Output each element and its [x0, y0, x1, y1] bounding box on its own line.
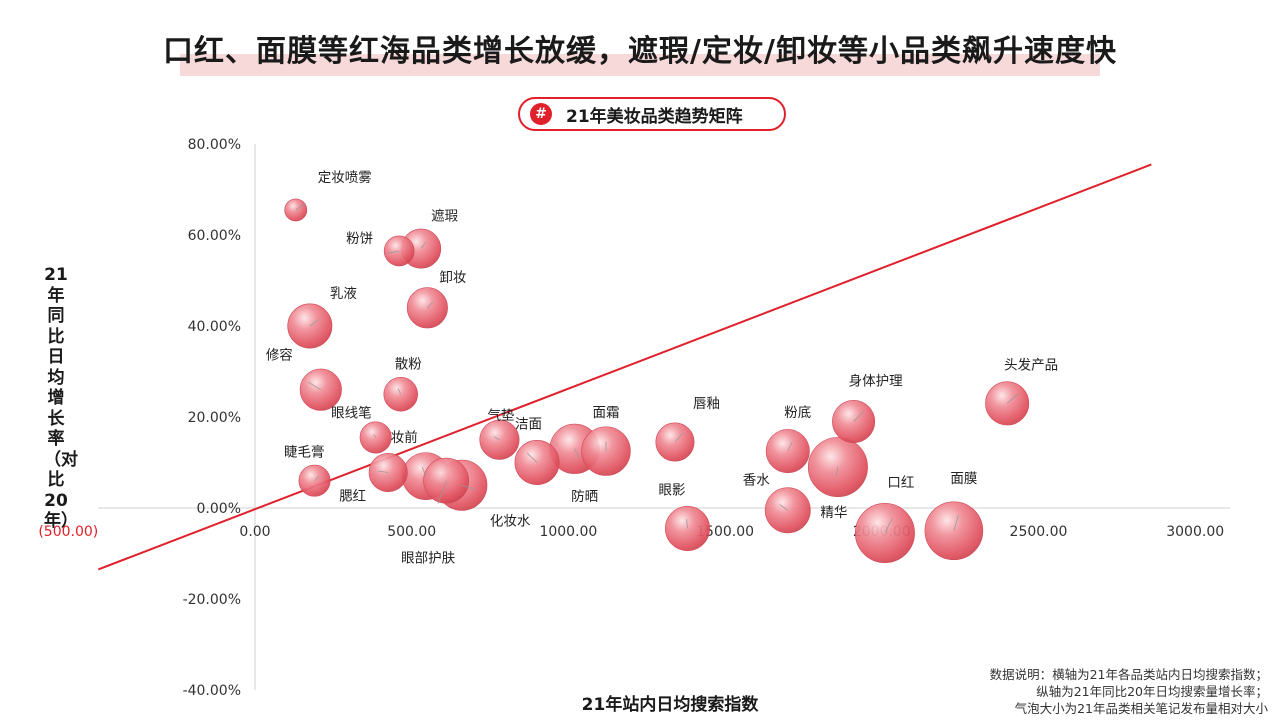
x-axis-label: 21年站内日均搜索指数 [581, 695, 759, 715]
title-highlight [180, 54, 1100, 76]
label-leader [674, 432, 684, 443]
y-tick-label: 80.00% [188, 137, 241, 153]
y-tick-label: 40.00% [188, 319, 241, 335]
bubble-label: 修容 [266, 347, 293, 364]
trend-line [97, 163, 1152, 571]
x-tick-label: 3000.00 [1166, 524, 1224, 540]
label-leader [308, 381, 322, 391]
label-leader [779, 504, 789, 511]
label-leader [787, 441, 793, 452]
label-leader [953, 515, 959, 531]
page-title: 口红、面膜等红海品类增长放缓，遮瑕/定妆/卸妆等小品类飙升速度快 [163, 34, 1117, 69]
hash-icon: # [530, 103, 552, 125]
bubble-label: 防晒 [571, 489, 598, 505]
bubble-label: 头发产品 [1004, 357, 1058, 373]
label-leader [1006, 393, 1019, 404]
bubble-label: 眼部护肤 [401, 551, 455, 567]
label-leader [421, 466, 427, 477]
x-tick-label: 0.00 [239, 524, 270, 540]
bubble-label: 眼线笔 [331, 405, 372, 421]
y-tick-label: 60.00% [188, 228, 241, 244]
label-leader [387, 250, 400, 254]
bubble-label: 妆前 [391, 429, 418, 446]
data-note-line-1: 数据说明：横轴为21年各品类站内日均搜索指数； [989, 667, 1268, 682]
x-tick-label: 1000.00 [539, 524, 597, 540]
label-leader [427, 301, 434, 309]
label-leader [461, 484, 475, 490]
label-leader [378, 470, 389, 473]
chart-badge: # 21年美妆品类趋势矩阵 [518, 97, 786, 131]
bubble [854, 503, 915, 564]
x-tick-label: 2500.00 [1010, 524, 1068, 540]
bubble-label: 口红 [887, 475, 914, 491]
bubble-label: 精华 [820, 505, 847, 521]
bubble [665, 506, 710, 551]
bubble-label: 面膜 [950, 471, 977, 487]
bubble-label: 唇釉 [693, 396, 720, 412]
x-tick-label: (500.00) [38, 524, 98, 540]
label-leader [686, 519, 688, 529]
data-note: 数据说明：横轴为21年各品类站内日均搜索指数； 纵轴为21年同比20年日均搜索量… [990, 666, 1268, 717]
x-tick-label: 1500.00 [696, 524, 754, 540]
bubble [383, 377, 418, 412]
label-leader [373, 434, 377, 438]
bubble-label: 香水 [743, 472, 771, 488]
bubble [514, 440, 560, 485]
label-leader [295, 203, 306, 211]
label-leader [420, 241, 426, 249]
bubble-label: 散粉 [395, 356, 422, 372]
bubble-label: 粉饼 [346, 231, 373, 247]
badge-label: 21年美妆品类趋势矩阵 [566, 106, 743, 127]
bubble-label: 粉底 [784, 405, 811, 421]
label-leader [884, 518, 893, 534]
bubble-label: 眼影 [658, 482, 685, 498]
label-leader [309, 319, 320, 327]
y-tick-label: -20.00% [183, 592, 241, 608]
label-leader [493, 436, 500, 441]
bubble-label: 遮瑕 [431, 209, 458, 225]
bubble-label: 睫毛膏 [284, 444, 325, 461]
y-tick-label: 20.00% [188, 410, 241, 426]
data-note-line-3: 气泡大小为21年品类相关笔记发布量相对大小 [1014, 701, 1268, 716]
label-leader [314, 475, 320, 481]
bubble-label: 乳液 [330, 286, 357, 302]
x-tick-label: 500.00 [387, 524, 436, 540]
bubble-label: 卸妆 [439, 270, 466, 286]
label-leader [526, 452, 538, 463]
label-leader [397, 388, 402, 395]
label-leader [853, 411, 864, 422]
bubble-label: 化妆水 [490, 513, 531, 529]
bubble-label: 身体护理 [849, 374, 903, 390]
bubble-label: 洁面 [515, 417, 542, 433]
y-tick-label: 0.00% [197, 501, 241, 517]
y-tick-label: -40.00% [183, 683, 241, 699]
bubble-label: 气垫 [487, 408, 514, 424]
label-leader [835, 466, 839, 476]
data-note-line-2: 纵轴为21年同比20年日均搜索量增长率； [1036, 684, 1268, 699]
bubble-label: 面霜 [593, 405, 620, 421]
bubble-label: 定妆喷雾 [318, 170, 372, 186]
label-leader [574, 448, 580, 459]
bubble-label: 腮红 [339, 489, 366, 505]
title-container: 口红、面膜等红海品类增长放缓，遮瑕/定妆/卸妆等小品类飙升速度快 [0, 26, 1280, 70]
label-leader [437, 480, 447, 504]
